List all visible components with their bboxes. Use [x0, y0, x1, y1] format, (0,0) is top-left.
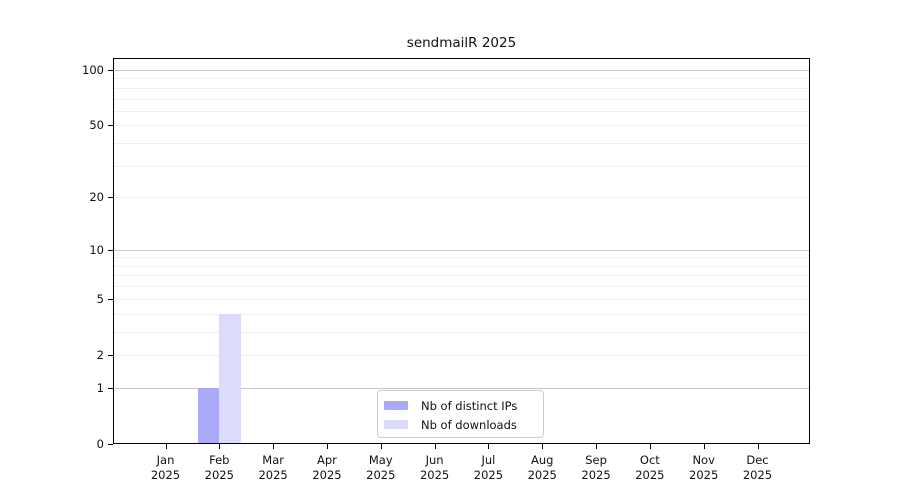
x-tick — [703, 444, 705, 449]
x-tick-month: Jul — [481, 453, 496, 467]
y-tick — [108, 354, 113, 356]
gridline-major — [114, 70, 809, 71]
x-tick-year: 2025 — [635, 467, 665, 482]
x-tick-year: 2025 — [419, 467, 450, 482]
gridline-minor — [114, 298, 809, 300]
legend-item-downloads: Nb of downloads — [384, 415, 543, 434]
x-tick-year: 2025 — [258, 467, 288, 482]
x-tick-label-apr: Apr 2025 — [297, 453, 357, 482]
y-tick — [108, 70, 113, 71]
x-tick-month: May — [368, 453, 393, 467]
x-tick — [273, 444, 275, 449]
y-tick-label: 20 — [89, 190, 104, 205]
y-tick-label: 50 — [89, 118, 104, 133]
x-tick — [488, 444, 490, 449]
x-tick-label-may: May 2025 — [351, 453, 411, 482]
gridline-minor — [114, 78, 809, 80]
x-tick-label-feb: Feb 2025 — [189, 453, 249, 482]
x-tick — [434, 444, 436, 449]
x-tick-month: Dec — [746, 453, 769, 467]
x-tick-label-nov: Nov 2025 — [674, 453, 734, 482]
x-tick-year: 2025 — [150, 467, 181, 482]
y-tick — [108, 387, 113, 389]
x-tick-label-aug: Aug 2025 — [512, 453, 572, 482]
x-tick-label-mar: Mar 2025 — [243, 453, 303, 482]
x-tick-month: Nov — [692, 453, 715, 467]
legend-item-distinct-ips: Nb of distinct IPs — [384, 396, 543, 415]
x-tick-year: 2025 — [366, 467, 396, 482]
gridline-major — [114, 249, 809, 251]
y-tick — [108, 444, 113, 445]
gridline-minor — [114, 275, 809, 277]
x-tick-month: Jun — [425, 453, 444, 467]
y-tick — [108, 298, 113, 300]
x-tick-year: 2025 — [527, 467, 557, 482]
y-tick-label: 1 — [96, 380, 104, 395]
gridline-major — [114, 387, 809, 389]
x-tick-month: Sep — [585, 453, 607, 467]
y-tick — [108, 249, 113, 251]
legend-swatch-downloads — [384, 420, 408, 429]
gridline-minor — [114, 265, 809, 267]
x-tick — [165, 444, 167, 449]
x-tick-year: 2025 — [312, 467, 342, 482]
y-tick — [108, 197, 113, 199]
x-tick — [380, 444, 382, 449]
gridline-minor — [114, 110, 809, 112]
chart-title: sendmailR 2025 — [406, 35, 517, 51]
x-tick-year: 2025 — [473, 467, 504, 482]
x-tick-label-jan: Jan 2025 — [136, 453, 196, 482]
x-tick — [219, 444, 221, 449]
bar-feb-downloads — [219, 313, 241, 444]
legend-swatch-distinct-ips — [384, 401, 408, 410]
gridline-minor — [114, 87, 809, 89]
gridline-minor — [114, 331, 809, 333]
y-tick-label: 10 — [89, 242, 104, 257]
x-tick-year: 2025 — [689, 467, 719, 482]
gridline-minor — [114, 125, 809, 127]
gridline-minor — [114, 165, 809, 167]
x-tick — [649, 444, 651, 449]
x-tick-label-oct: Oct 2025 — [620, 453, 680, 482]
x-tick-label-dec: Dec 2025 — [728, 453, 788, 482]
gridline-minor — [114, 98, 809, 100]
x-tick — [757, 444, 759, 449]
x-tick-month: Feb — [209, 453, 230, 467]
y-tick-label: 2 — [96, 347, 104, 362]
x-tick-year: 2025 — [581, 467, 611, 482]
x-tick — [542, 444, 544, 449]
x-tick-year: 2025 — [204, 467, 234, 482]
y-tick-label: 5 — [96, 291, 104, 306]
x-tick-label-jul: Jul 2025 — [458, 453, 518, 482]
legend-label-distinct-ips: Nb of distinct IPs — [421, 398, 518, 413]
bar-feb-distinct-ips — [197, 387, 220, 444]
x-tick-month: Mar — [262, 453, 284, 467]
x-tick — [326, 444, 328, 449]
x-tick-month: Jan — [156, 453, 175, 467]
y-tick-label: 0 — [96, 437, 104, 451]
gridline-minor — [114, 313, 809, 315]
legend: Nb of distinct IPs Nb of downloads — [377, 390, 544, 438]
x-tick-label-jun: Jun 2025 — [405, 453, 465, 482]
legend-label-downloads: Nb of downloads — [421, 417, 517, 432]
x-tick-year: 2025 — [742, 467, 773, 482]
x-tick-month: Oct — [639, 453, 660, 467]
y-tick — [108, 125, 113, 127]
x-tick-label-sep: Sep 2025 — [566, 453, 626, 482]
gridline-minor — [114, 286, 809, 288]
x-tick-month: Apr — [317, 453, 337, 467]
gridline-minor — [114, 257, 809, 259]
gridline-minor — [114, 354, 809, 356]
gridline-minor — [114, 197, 809, 199]
x-tick — [596, 444, 598, 449]
gridline-minor — [114, 143, 809, 145]
x-tick-month: Aug — [530, 453, 554, 467]
y-tick-label: 100 — [82, 63, 104, 77]
